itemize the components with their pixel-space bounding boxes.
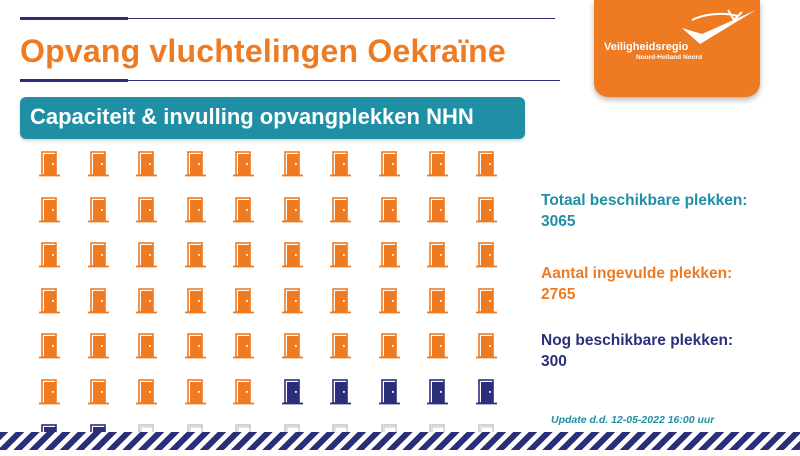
door-icon (475, 241, 499, 274)
stat-filled: Aantal ingevulde plekken: 2765 (541, 263, 732, 305)
door-icon (475, 196, 499, 229)
stat-total-label: Totaal beschikbare plekken: (541, 192, 748, 209)
door-icon (87, 241, 111, 274)
door-icon (378, 287, 402, 320)
door-icon (378, 150, 402, 183)
stat-free-value: 300 (541, 353, 567, 370)
door-icon (426, 378, 450, 411)
door-icon (426, 332, 450, 365)
door-icon (87, 332, 111, 365)
title-bottom-rule (20, 80, 560, 81)
door-icon (135, 378, 159, 411)
door-icon (87, 378, 111, 411)
door-icon (232, 378, 256, 411)
door-icon (281, 378, 305, 411)
door-icon (135, 196, 159, 229)
page-title: Opvang vluchtelingen Oekraïne (20, 33, 506, 69)
door-icon (475, 378, 499, 411)
update-timestamp: Update d.d. 12-05-2022 16:00 uur (551, 414, 715, 426)
door-icon (329, 241, 353, 274)
door-icon (38, 150, 62, 183)
door-icon (281, 150, 305, 183)
door-icon (38, 332, 62, 365)
logo-name: Veiligheidsregio (604, 41, 689, 53)
door-icon (329, 378, 353, 411)
door-icon (329, 332, 353, 365)
title-top-rule (20, 18, 555, 19)
door-icon (281, 287, 305, 320)
door-icon (38, 196, 62, 229)
door-icon (232, 150, 256, 183)
door-icon (378, 196, 402, 229)
door-icon (87, 196, 111, 229)
door-icon (184, 332, 208, 365)
door-icon (426, 196, 450, 229)
door-icon (329, 287, 353, 320)
door-icon (426, 287, 450, 320)
door-icon (38, 378, 62, 411)
stat-total: Totaal beschikbare plekken: 3065 (541, 190, 747, 232)
door-icon (475, 332, 499, 365)
door-icon (38, 287, 62, 320)
door-icon (281, 241, 305, 274)
bottom-stripe (0, 432, 800, 450)
door-icon (38, 241, 62, 274)
door-icon (475, 287, 499, 320)
door-icon (184, 378, 208, 411)
door-icon (475, 150, 499, 183)
stat-total-value: 3065 (541, 213, 576, 230)
door-icon (135, 287, 159, 320)
stat-free-label: Nog beschikbare plekken: (541, 332, 734, 349)
door-icon (87, 287, 111, 320)
door-icon (329, 196, 353, 229)
door-icon (378, 378, 402, 411)
door-icon (281, 196, 305, 229)
door-icon (87, 150, 111, 183)
door-icon (378, 332, 402, 365)
door-icon (232, 287, 256, 320)
door-icon (135, 241, 159, 274)
stat-free: Nog beschikbare plekken: 300 (541, 330, 733, 372)
door-icon (329, 150, 353, 183)
stat-filled-value: 2765 (541, 286, 576, 303)
door-icon (184, 287, 208, 320)
door-icon (135, 150, 159, 183)
door-icon (426, 150, 450, 183)
stat-filled-label: Aantal ingevulde plekken: (541, 265, 733, 282)
door-icon (281, 332, 305, 365)
door-icon (232, 241, 256, 274)
door-icon (426, 241, 450, 274)
door-icon (378, 241, 402, 274)
door-icon (184, 196, 208, 229)
door-icon (232, 196, 256, 229)
door-icon (184, 150, 208, 183)
door-icon (135, 332, 159, 365)
door-icon (232, 332, 256, 365)
logo-subname: Noord-Holland Noord (636, 54, 703, 61)
check-swoosh-logo-icon (682, 9, 756, 44)
section-banner: Capaciteit & invulling opvangplekken NHN (20, 97, 525, 139)
door-icon (184, 241, 208, 274)
